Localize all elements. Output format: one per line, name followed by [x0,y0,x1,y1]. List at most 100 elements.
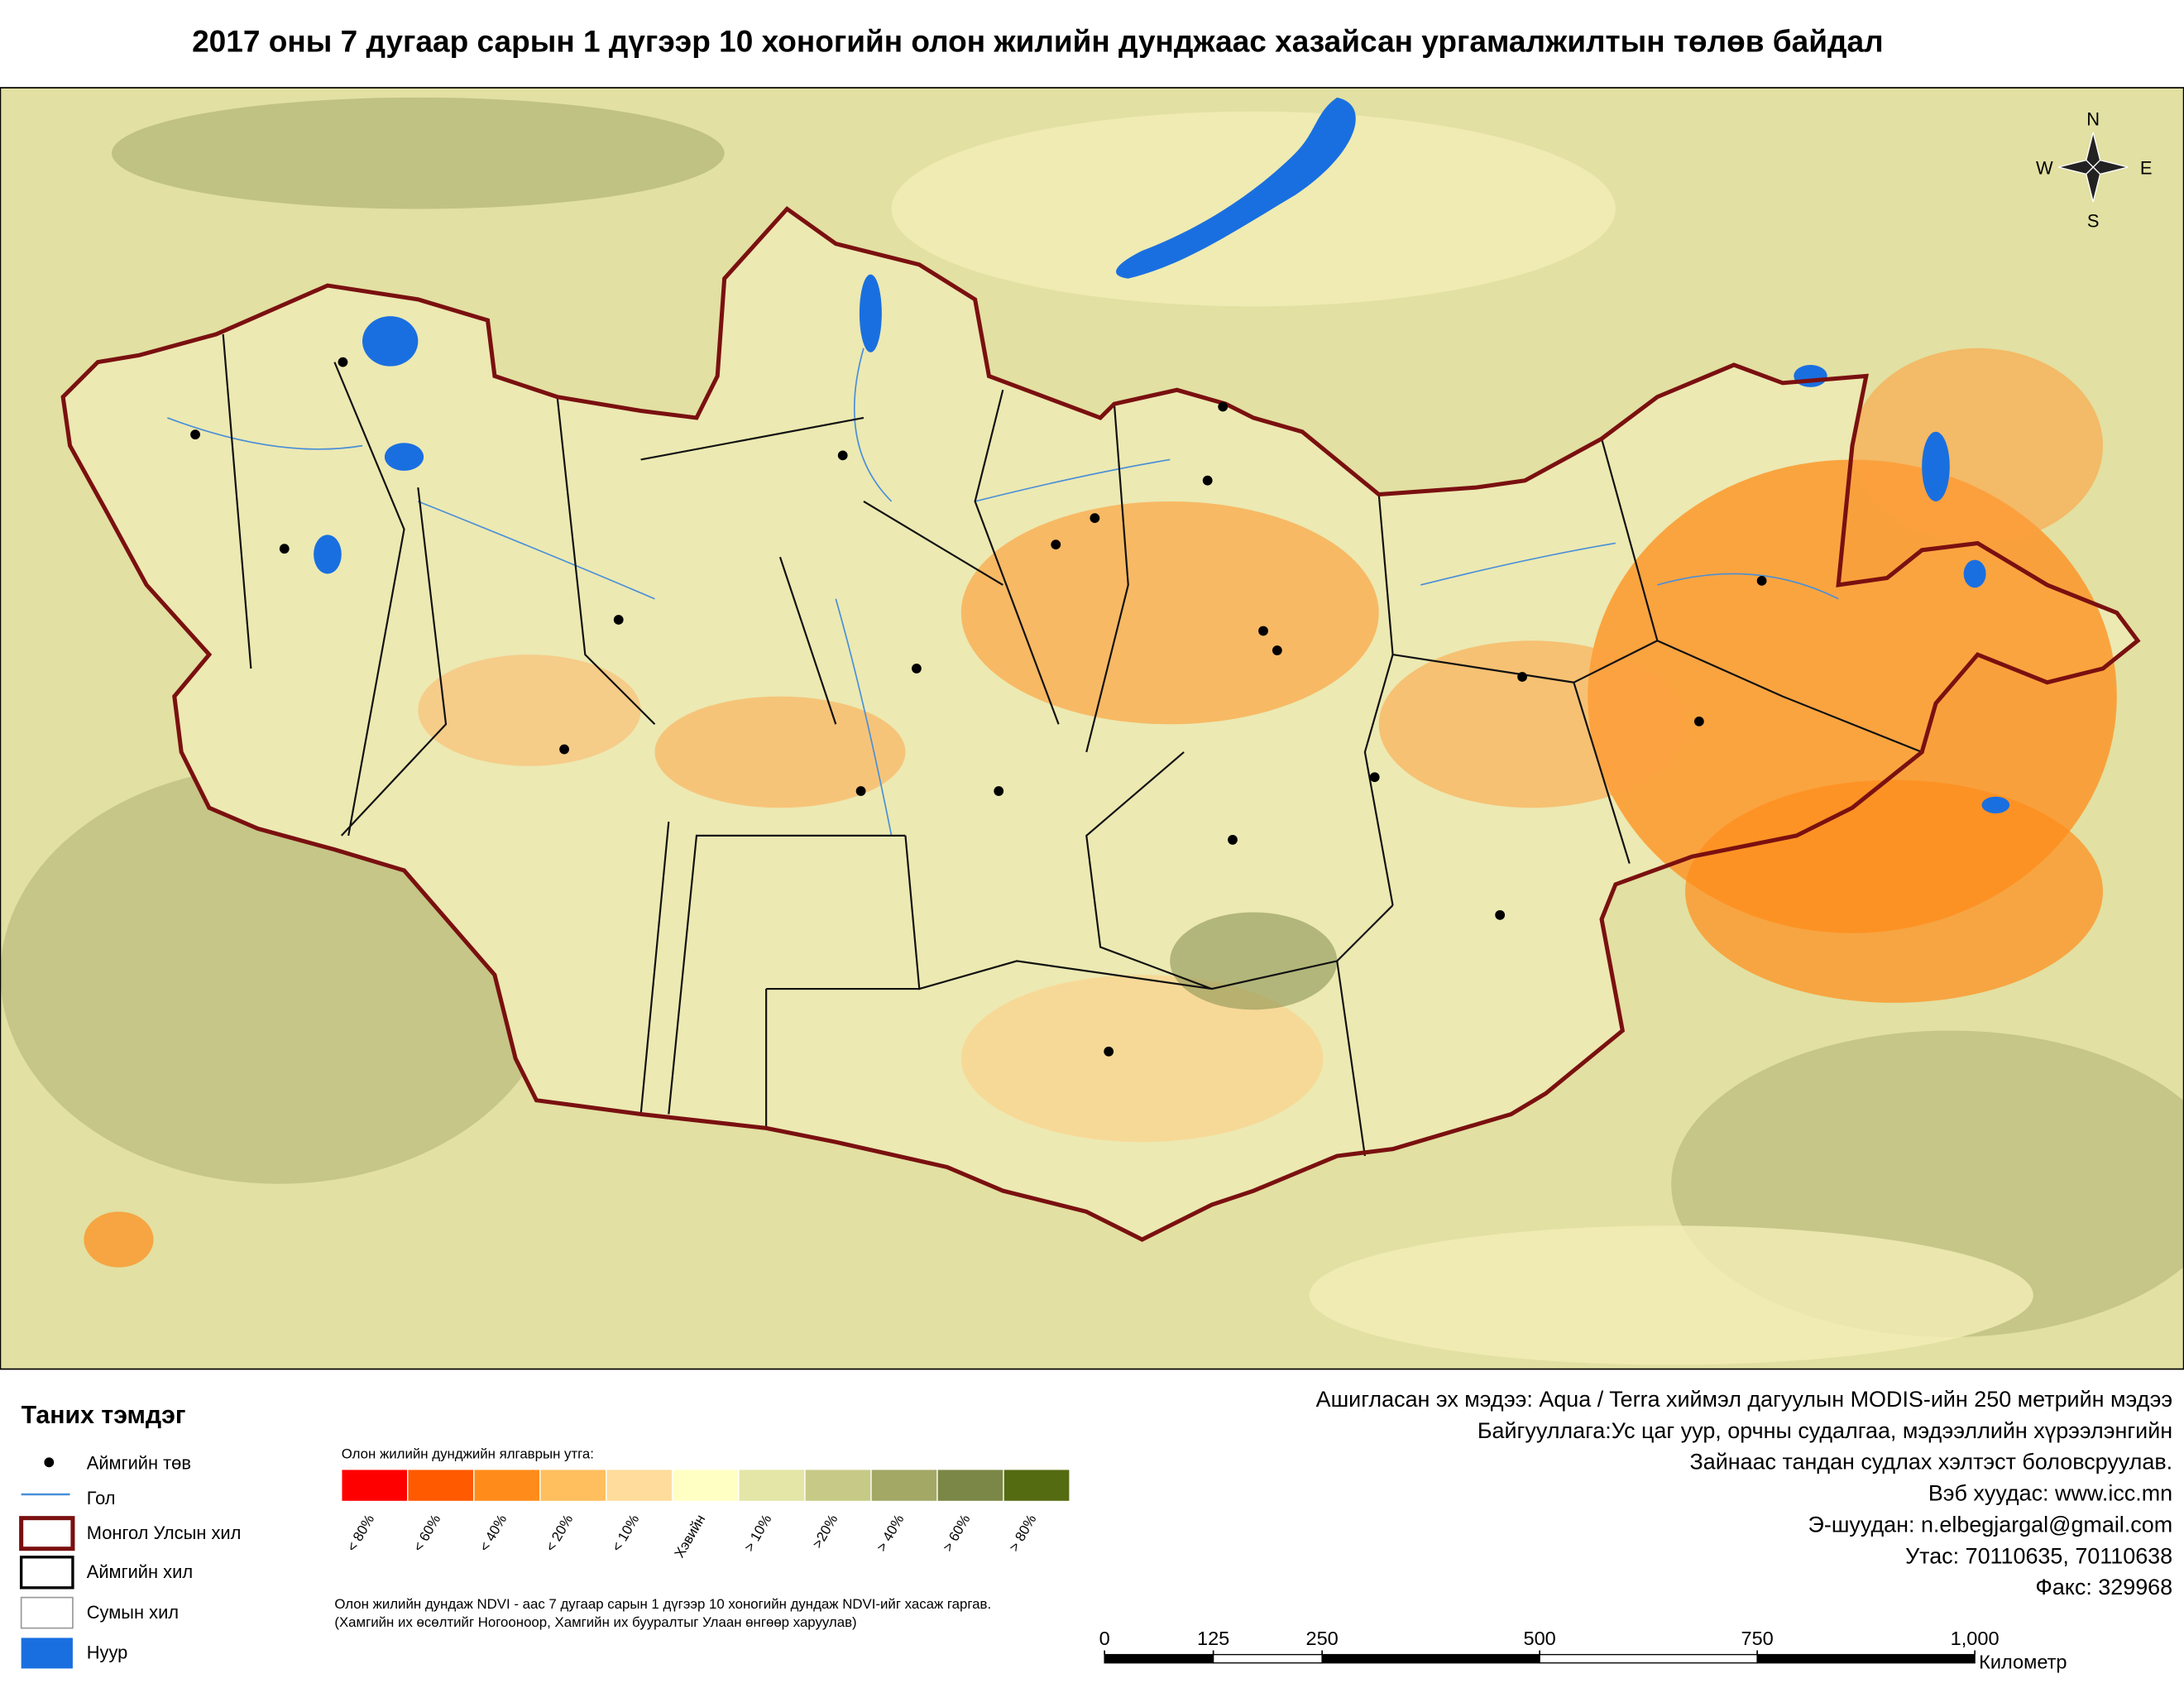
color-class [870,1469,938,1503]
compass-e: E [2140,157,2153,178]
aimag-center [1258,626,1268,636]
aimag-center [1104,1046,1114,1057]
aimag-center [1218,401,1228,412]
scale-tick-label: 1,000 [1951,1628,2000,1649]
lake-baikal [1116,97,1356,279]
color-class-label: > 60% [940,1512,974,1554]
legend-labels: Аймгийн төв Гол Монгол Улсын хил Аймгийн хи… [87,1453,242,1663]
color-class-label: >20% [809,1512,841,1551]
aimag-center [1693,716,1704,727]
lake [384,443,424,471]
info-line: Зайнаас тандан судлах хэлтэст боловсруул… [1689,1450,2172,1475]
scale-segment [1539,1653,1758,1664]
lake [314,535,342,574]
legend-label: Аймгийн төв [87,1453,191,1474]
mongolia-area [63,209,2138,1240]
aimag-centers [190,357,1767,1057]
scale-segment [1104,1653,1214,1664]
legend-label: Гол [87,1488,116,1508]
info-line: Э-шуудан: n.elbegjargal@gmail.com [1808,1512,2173,1537]
aimag-border [222,333,1923,1157]
color-scale: < 80% < 60% < 40% < 20% < 10% Хэвийн > 10% >20%… [341,1469,1070,1561]
color-class [936,1469,1004,1503]
scale-tick-label: 500 [1523,1628,1555,1649]
color-class-label: < 40% [477,1512,510,1554]
compass-n: N [2086,108,2100,129]
info-line: Ашигласан эх мэдээ: Aqua / Terra хиймэл … [1316,1387,2173,1412]
lake [1981,796,2010,813]
color-class-label: > 80% [1006,1512,1040,1554]
color-class [1003,1469,1070,1503]
color-class [407,1469,475,1503]
color-class-label: < 80% [344,1512,378,1554]
scale-tick-label: 750 [1741,1628,1773,1649]
color-class-label: > 10% [741,1512,775,1554]
legend-label: Сумын хил [87,1602,179,1623]
aimag-center [1202,475,1213,486]
aimag-center [1272,645,1282,655]
color-class-label: < 20% [543,1512,577,1554]
terrain-patch [112,97,725,209]
map: N W E S [0,88,2184,1369]
legend-label: Монгол Улсын хил [87,1523,242,1543]
aimag-center [1517,672,1527,682]
lake [1922,431,1950,501]
aimag-center [1756,575,1767,586]
color-class [539,1469,607,1503]
info-line: Байгууллага:Ус цаг уур, орчны судалгаа, … [1478,1418,2172,1443]
color-class [473,1469,541,1503]
color-class-label: < 10% [609,1512,643,1554]
aimag-center [837,450,848,461]
decline-area [960,501,1379,725]
compass-s: S [2087,210,2100,231]
title: 2017 оны 7 дугаар сарын 1 дүгээр 10 хоно… [192,23,1883,58]
aimag-center [559,744,569,755]
scale-segment [1321,1653,1540,1664]
lake [1794,364,1827,387]
aimag-center [994,786,1004,796]
decline-area [1378,640,1686,808]
info: Ашигласан эх мэдээ: Aqua / Terra хиймэл … [1316,1387,2173,1599]
decline-area [654,696,906,808]
aimag-center [1090,513,1100,524]
aimag-center [1051,539,1061,550]
legend-symbol-national [19,1516,75,1551]
aimag-center [613,615,624,625]
river [167,348,1839,837]
color-class [804,1469,872,1503]
color-class [606,1469,673,1503]
info-line: Факс: 329968 [2035,1575,2172,1599]
compass-w: W [2036,157,2053,178]
note: (Хамгийн их өсөлтийг Ногооноор, Хамгийн … [334,1614,856,1630]
legend-label: Нуур [87,1642,128,1663]
terrain-patch [1309,1225,2033,1365]
decline-area [1685,779,2103,1003]
scale-tick-label: 125 [1197,1628,1229,1649]
color-class-label: > 40% [874,1512,908,1554]
legend-label: Аймгийн хил [87,1561,193,1582]
legend-title: Таних тэмдэг [22,1402,186,1429]
decline-area [418,655,641,766]
decline-area [960,975,1324,1143]
scale-segment [1212,1653,1323,1664]
color-class-label: Хэвийн [672,1512,709,1561]
decline-area [1852,348,2103,544]
national-border [60,206,2141,1242]
legend-symbol-center [44,1457,55,1468]
decline-area [84,1211,154,1268]
notes: Олон жилийн дундаж NDVI - аас 7 дугаар с… [334,1596,991,1630]
lake [859,274,882,352]
compass: N W E S [2036,108,2152,231]
aimag-center [855,786,866,796]
info-line: Вэб хуудас: www.icc.mn [1928,1481,2172,1506]
color-class [341,1469,409,1503]
scale-tick-label: 0 [1099,1628,1110,1649]
color-scale-caption: Олон жилийн дунджийн ялгаврын утга: [342,1446,594,1461]
scale-tick-label: 250 [1305,1628,1338,1649]
info-line: Утас: 70110635, 70110638 [1905,1543,2172,1568]
scale-unit: Километр [1979,1651,2067,1672]
compass-rose [2057,132,2129,203]
